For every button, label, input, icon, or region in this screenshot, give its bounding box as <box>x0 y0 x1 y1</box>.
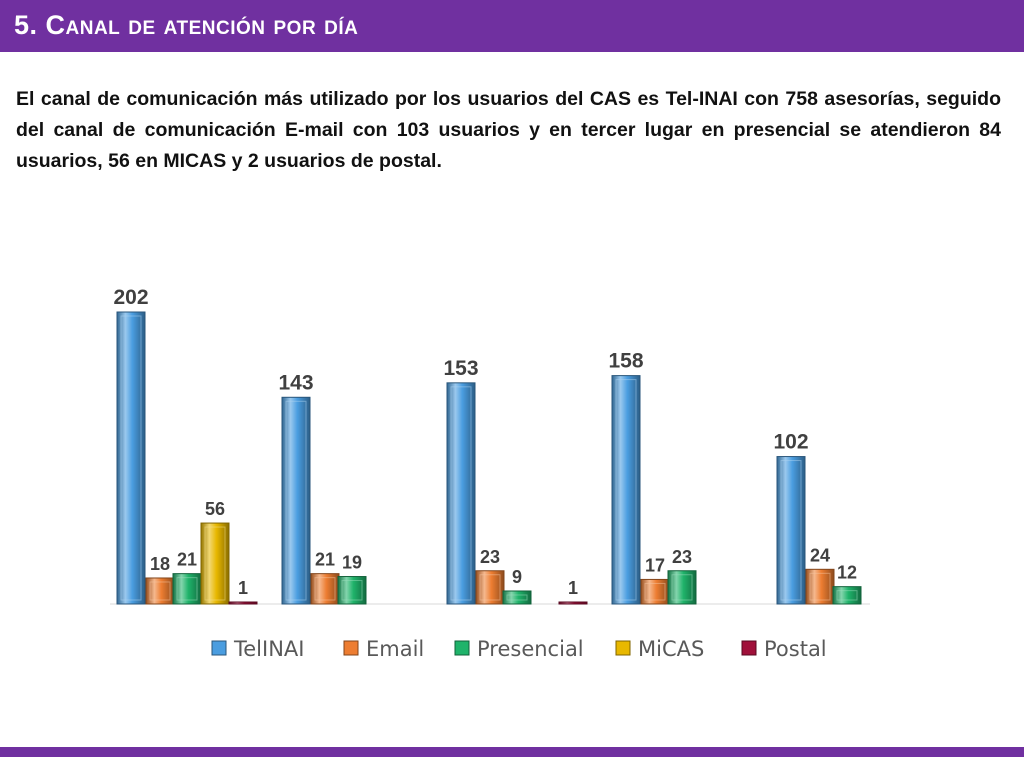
bar-postal-1 <box>228 601 258 605</box>
data-label-telinai-5: 102 <box>773 431 808 454</box>
bar-presencial-3 <box>502 590 532 605</box>
bar-presencial-1 <box>172 573 202 605</box>
footer-bar <box>0 747 1024 757</box>
bar-bevel-telinai-1 <box>120 315 142 601</box>
bars-group <box>116 311 862 605</box>
data-label-telinai-1: 202 <box>113 286 148 309</box>
bar-bevel-email-3 <box>479 574 501 601</box>
bar-bevel-telinai-3 <box>450 386 472 601</box>
legend-swatch-telinai <box>211 640 227 656</box>
data-label-presencial-5: 12 <box>837 563 857 583</box>
bar-presencial-2 <box>337 576 367 605</box>
legend-label-postal: Postal <box>764 637 827 661</box>
legend: TelINAI Email Presencial MiCAS Postal <box>211 637 827 661</box>
slide-title: 5. Canal de atención por día <box>14 10 359 40</box>
bar-bevel-email-1 <box>149 581 171 601</box>
bar-postal-3 <box>558 601 588 605</box>
data-label-email-5: 24 <box>810 545 830 565</box>
bar-bevel-telinai-4 <box>615 379 637 601</box>
data-label-email-3: 23 <box>480 547 500 567</box>
bar-telinai-1 <box>116 311 146 605</box>
bar-bevel-email-4 <box>644 582 666 601</box>
bar-bevel-presencial-3 <box>506 594 528 601</box>
data-label-email-4: 17 <box>645 555 665 575</box>
legend-swatch-presencial <box>454 640 470 656</box>
data-label-presencial-1: 21 <box>177 550 197 570</box>
bar-micas-1 <box>200 522 230 605</box>
bar-bevel-telinai-2 <box>285 400 307 601</box>
data-label-presencial-3: 9 <box>512 567 522 587</box>
bar-bevel-presencial-4 <box>671 574 693 601</box>
bar-telinai-3 <box>446 382 476 605</box>
data-label-postal-3: 1 <box>568 578 578 598</box>
bar-email-3 <box>475 570 505 605</box>
legend-swatch-postal <box>741 640 757 656</box>
bar-email-5 <box>805 568 835 605</box>
bar-bevel-telinai-5 <box>780 460 802 601</box>
bar-bevel-presencial-1 <box>176 577 198 601</box>
data-label-email-2: 21 <box>315 550 335 570</box>
data-label-telinai-2: 143 <box>278 371 313 394</box>
bar-presencial-4 <box>667 570 697 605</box>
data-labels-group: 202 143 153 158 102 18 21 23 17 24 21 19 9 23 12 56 1 1 <box>113 286 857 598</box>
data-label-telinai-4: 158 <box>608 350 643 373</box>
legend-label-telinai: TelINAI <box>233 637 304 661</box>
data-label-presencial-2: 19 <box>342 553 362 573</box>
legend-swatch-email <box>343 640 359 656</box>
bar-telinai-4 <box>611 375 641 605</box>
bar-bevel-email-2 <box>314 577 336 601</box>
legend-label-email: Email <box>366 637 424 661</box>
data-label-postal-1: 1 <box>238 578 248 598</box>
data-label-telinai-3: 153 <box>443 357 478 380</box>
bar-bevel-presencial-5 <box>836 590 858 601</box>
data-label-email-1: 18 <box>150 554 170 574</box>
legend-swatch-micas <box>615 640 631 656</box>
legend-label-presencial: Presencial <box>477 637 584 661</box>
bar-bevel-micas-1 <box>204 526 226 601</box>
legend-label-micas: MiCAS <box>638 637 704 661</box>
bar-bevel-presencial-2 <box>341 580 363 601</box>
data-label-micas-1: 56 <box>205 499 225 519</box>
bar-telinai-5 <box>776 456 806 605</box>
title-bar: 5. Canal de atención por día <box>0 0 1024 52</box>
intro-paragraph: El canal de comunicación más utilizado p… <box>16 88 1001 172</box>
bar-bevel-email-5 <box>809 572 831 601</box>
data-label-presencial-4: 23 <box>672 547 692 567</box>
bar-telinai-2 <box>281 396 311 605</box>
